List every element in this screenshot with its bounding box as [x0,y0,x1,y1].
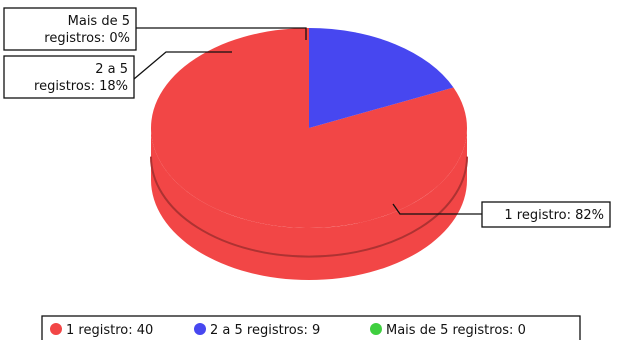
callout-label: registros: 0% [44,31,130,46]
legend-swatch [194,323,206,335]
pie-side-wall [151,128,467,280]
callout-box [3,7,137,51]
legend-label: Mais de 5 registros: 0 [386,323,526,338]
callout-1-registro: 1 registro: 82% [392,201,611,228]
callout-label: 1 registro: 82% [504,208,604,223]
legend-label: 2 a 5 registros: 9 [210,323,320,338]
legend-label: 1 registro: 40 [66,323,153,338]
callout-label: registros: 18% [34,79,128,94]
pie-slice-2-a-5-registros [309,28,454,128]
callout-label: 2 a 5 [95,62,128,77]
callout-layer: 1 registro: 82% 2 a 5 registros: 18% Mais d… [3,7,611,228]
callout-leader-line [392,203,482,215]
legend-swatch [50,323,62,335]
pie-edge-line [150,156,468,258]
legend-swatch [370,323,382,335]
callout-box [3,55,135,99]
legend-box [41,315,581,340]
legend-item-1-registro: 1 registro: 40 [50,323,153,338]
callout-2-a-5-registros: 2 a 5 registros: 18% [3,51,232,99]
callout-leader-line [133,51,232,80]
legend-item-mais-de-5-registros: Mais de 5 registros: 0 [370,323,526,338]
legend-item-2-a-5-registros: 2 a 5 registros: 9 [194,323,320,338]
callout-box [481,201,611,228]
callout-mais-de-5-registros: Mais de 5 registros: 0% [3,7,307,51]
legend: 1 registro: 40 2 a 5 registros: 9 Mais de … [41,315,581,340]
callout-label: Mais de 5 [68,14,130,29]
pie-layer [150,28,468,280]
callout-leader-line [136,27,307,40]
